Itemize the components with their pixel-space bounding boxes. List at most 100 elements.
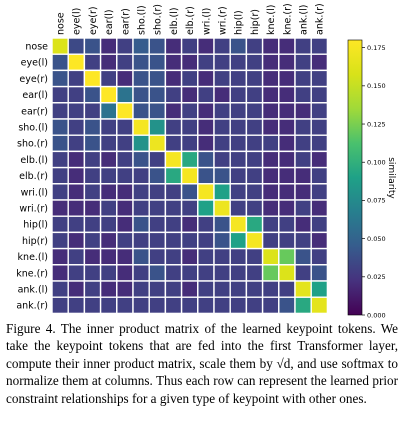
heatmap-cell bbox=[278, 118, 296, 136]
heatmap-cell bbox=[310, 166, 329, 185]
heatmap-cell bbox=[294, 280, 312, 298]
heatmap-cell bbox=[294, 231, 312, 250]
heatmap-cell bbox=[67, 134, 86, 153]
colorbar-label: similarity bbox=[386, 157, 396, 199]
heatmap-cell bbox=[294, 134, 312, 153]
column-label: eye(r) bbox=[88, 6, 99, 35]
heatmap-cell bbox=[213, 85, 231, 104]
heatmap-cell bbox=[67, 296, 86, 315]
row-label: ank.(l) bbox=[18, 285, 48, 296]
heatmap-cell bbox=[99, 102, 118, 120]
heatmap-cell bbox=[310, 215, 329, 234]
heatmap-cell bbox=[245, 37, 264, 55]
heatmap-cell bbox=[245, 231, 264, 250]
heatmap-cell bbox=[245, 280, 264, 298]
heatmap-cell bbox=[245, 247, 264, 266]
heatmap-cell bbox=[51, 280, 69, 298]
heatmap-cell bbox=[83, 231, 102, 250]
heatmap-cell bbox=[148, 166, 167, 185]
heatmap-cell bbox=[132, 85, 150, 104]
row-labels: nose eye(l) eye(r) ear(l) ear(r) sho.(l) sho.(… bbox=[16, 42, 48, 312]
heatmap-cell bbox=[294, 215, 312, 234]
heatmap-cell bbox=[132, 231, 150, 250]
heatmap-cell bbox=[132, 166, 150, 185]
heatmap-cell bbox=[164, 69, 183, 88]
heatmap-cell bbox=[51, 118, 69, 136]
heatmap-cell bbox=[245, 53, 264, 72]
heatmap-cell bbox=[278, 37, 296, 55]
heatmap-cell bbox=[99, 264, 118, 282]
heatmap-cell bbox=[67, 166, 86, 185]
heatmap-cell bbox=[99, 69, 118, 88]
heatmap-cell bbox=[213, 199, 231, 217]
heatmap-cell bbox=[83, 69, 102, 88]
heatmap-cell bbox=[213, 183, 231, 201]
heatmap-cell bbox=[197, 264, 215, 282]
heatmap-cell bbox=[164, 150, 183, 169]
heatmap-cell bbox=[164, 37, 183, 55]
heatmap-cell bbox=[197, 53, 215, 72]
heatmap-cell bbox=[67, 69, 86, 88]
heatmap-cell bbox=[245, 199, 264, 217]
heatmap-cell bbox=[278, 102, 296, 120]
colorbar: 0.000 0.025 0.050 0.075 0.100 0.125 0.150 0.175… bbox=[347, 39, 396, 318]
column-label: kne.(l) bbox=[266, 5, 277, 35]
heatmap-cell bbox=[294, 183, 312, 201]
heatmap-cell bbox=[229, 118, 248, 136]
heatmap-cell bbox=[83, 247, 102, 266]
heatmap-cell bbox=[278, 215, 296, 234]
row-label: wri.(l) bbox=[21, 187, 48, 198]
heatmap-cell bbox=[116, 150, 134, 169]
heatmap-cell bbox=[278, 53, 296, 72]
heatmap-cell bbox=[310, 231, 329, 250]
heatmap-cell bbox=[180, 166, 199, 185]
column-label: ear(r) bbox=[120, 8, 131, 35]
heatmap-cell bbox=[294, 118, 312, 136]
heatmap-cells bbox=[51, 37, 329, 315]
heatmap-cell bbox=[213, 134, 231, 153]
heatmap-cell bbox=[278, 150, 296, 169]
heatmap-cell bbox=[197, 134, 215, 153]
heatmap-cell bbox=[51, 199, 69, 217]
heatmap-cell bbox=[132, 53, 150, 72]
row-label: ank.(r) bbox=[16, 301, 48, 312]
heatmap-cell bbox=[148, 215, 167, 234]
heatmap-cell bbox=[294, 150, 312, 169]
heatmap-cell bbox=[180, 53, 199, 72]
heatmap-cell bbox=[245, 215, 264, 234]
heatmap-cell bbox=[116, 118, 134, 136]
heatmap-cell bbox=[310, 134, 329, 153]
heatmap-cell bbox=[180, 231, 199, 250]
heatmap-cell bbox=[278, 231, 296, 250]
heatmap-cell bbox=[83, 280, 102, 298]
heatmap-cell bbox=[51, 296, 69, 315]
heatmap-cell bbox=[310, 264, 329, 282]
heatmap-cell bbox=[294, 69, 312, 88]
heatmap-cell bbox=[148, 247, 167, 266]
heatmap-cell bbox=[245, 85, 264, 104]
heatmap-cell bbox=[197, 37, 215, 55]
heatmap-cell bbox=[180, 85, 199, 104]
colorbar-tick-label: 0.150 bbox=[367, 82, 386, 90]
heatmap-cell bbox=[148, 183, 167, 201]
heatmap-cell bbox=[261, 37, 280, 55]
heatmap-cell bbox=[132, 102, 150, 120]
heatmap-cell bbox=[51, 166, 69, 185]
heatmap-chart: nose eye(l) eye(r) ear(l) ear(r) sho.(l) sho.(… bbox=[16, 3, 396, 318]
heatmap-cell bbox=[197, 231, 215, 250]
heatmap-cell bbox=[310, 183, 329, 201]
heatmap-cell bbox=[180, 118, 199, 136]
heatmap-cell bbox=[180, 247, 199, 266]
heatmap-cell bbox=[294, 247, 312, 266]
heatmap-cell bbox=[51, 247, 69, 266]
heatmap-cell bbox=[197, 183, 215, 201]
heatmap-cell bbox=[67, 215, 86, 234]
heatmap-cell bbox=[310, 296, 329, 315]
heatmap-cell bbox=[51, 134, 69, 153]
heatmap-cell bbox=[245, 150, 264, 169]
heatmap-cell bbox=[180, 215, 199, 234]
heatmap-cell bbox=[148, 37, 167, 55]
heatmap-cell bbox=[51, 69, 69, 88]
colorbar-tick-label: 0.100 bbox=[367, 159, 386, 167]
row-label: ear(l) bbox=[22, 90, 48, 101]
